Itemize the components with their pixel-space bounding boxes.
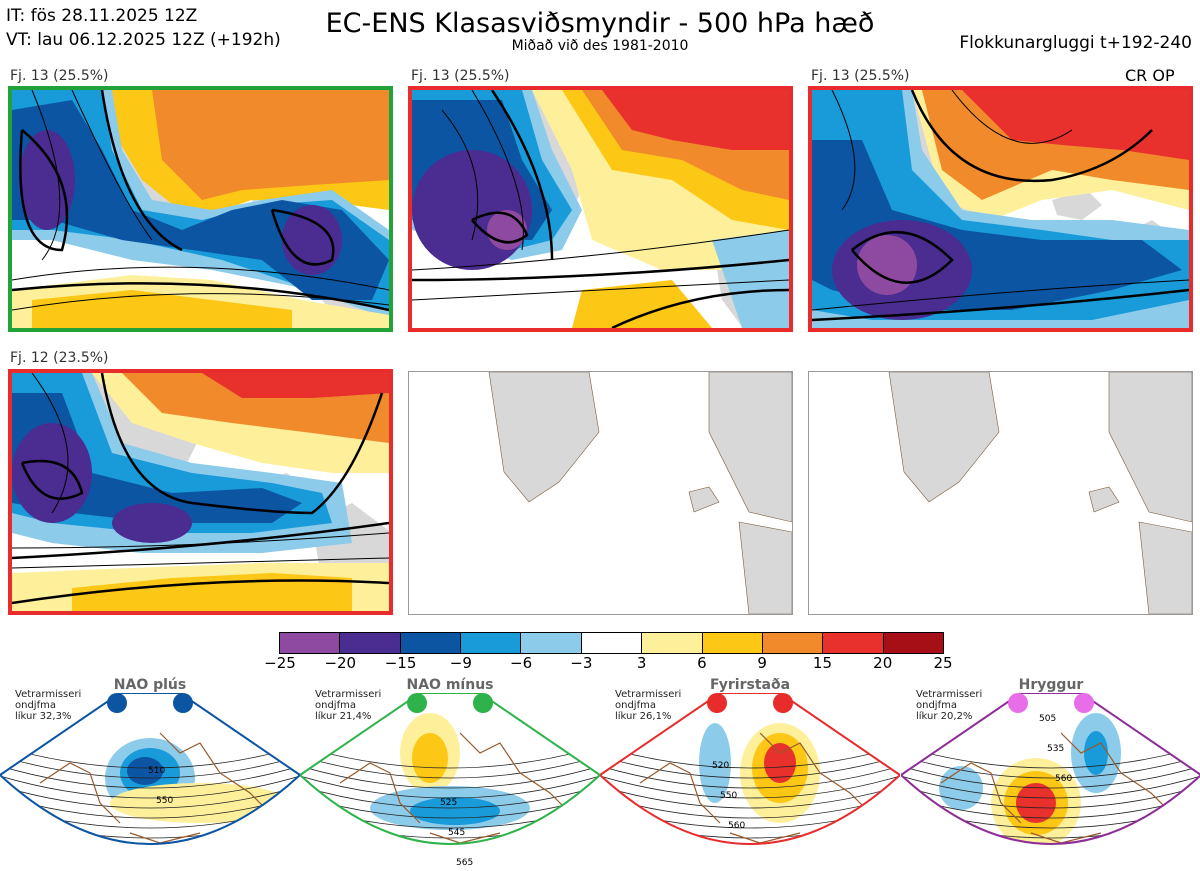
- regime-contour-label: 505: [1039, 714, 1056, 724]
- regime-map: 525 545 565: [300, 693, 600, 868]
- regime-contour-label: 520: [712, 761, 729, 771]
- forecast-map-4: [8, 369, 393, 615]
- regime-note: Vetrarmisseri ondjfma líkur 26,1%: [615, 689, 681, 722]
- colorbar-segment: [461, 633, 522, 653]
- regime-note-line: líkur 26,1%: [615, 711, 672, 722]
- regime-note-line: ondjfma: [15, 700, 56, 711]
- regime-dot-icon: [173, 693, 193, 713]
- colorbar-segment: [400, 633, 462, 653]
- regime-title: NAO plús: [113, 677, 187, 693]
- colorbar-segment: [521, 633, 582, 653]
- colorbar-segment: [280, 633, 341, 653]
- regime-dot-icon: [1008, 693, 1028, 713]
- regime-note: Vetrarmisseri ondjfma líkur 20,2%: [916, 689, 982, 722]
- forecast-map-empty-2: [808, 371, 1193, 615]
- regime-contour-label: 510: [148, 766, 165, 776]
- regime-dot-icon: [1074, 693, 1094, 713]
- colorbar-tick-label: −25: [264, 654, 296, 672]
- regime-note-line: Vetrarmisseri: [315, 689, 382, 700]
- regime-contour-label: 525: [440, 798, 457, 808]
- panel-label-3: Fj. 13 (25.5%): [811, 68, 910, 84]
- colorbar-tick-label: −15: [384, 654, 417, 672]
- regime-map: 520 550 560: [600, 693, 900, 845]
- colorbar-segment: [702, 633, 763, 653]
- panel-label-2: Fj. 13 (25.5%): [411, 68, 510, 84]
- regime-dot-icon: [473, 693, 493, 713]
- regime-note-line: líkur 20,2%: [916, 711, 973, 722]
- forecast-map-empty-1: [408, 371, 793, 615]
- regime-contour-label: 560: [728, 821, 745, 831]
- regime-note: Vetrarmisseri ondjfma líkur 32,3%: [15, 689, 81, 722]
- page-subtitle: Miðað við des 1981-2010: [511, 38, 689, 54]
- regime-note-line: líkur 32,3%: [15, 711, 72, 722]
- forecast-map-1: [8, 86, 393, 332]
- regime-contour-label: 545: [448, 828, 465, 838]
- colorbar-tick-label: 6: [697, 654, 707, 672]
- regime-dot-icon: [773, 693, 793, 713]
- forecast-map-3: [808, 86, 1193, 332]
- page-title: EC-ENS Klasasviðsmyndir - 500 hPa hæð: [325, 8, 875, 39]
- regime-title: NAO mínus: [406, 677, 494, 693]
- regime-map: 505 535 560: [901, 693, 1200, 845]
- regime-map: 510 550: [0, 693, 300, 845]
- regime-contour-label: 565: [456, 858, 473, 868]
- regime-note-line: Vetrarmisseri: [916, 689, 983, 700]
- colorbar-segment: [883, 633, 943, 653]
- classification-window: Flokkunargluggi t+192-240: [959, 33, 1192, 53]
- colorbar-tick-label: 9: [757, 654, 767, 672]
- colorbar-tick-label: −9: [449, 654, 472, 672]
- regime-dot-icon: [407, 693, 427, 713]
- colorbar-segment: [762, 633, 824, 653]
- regime-note: Vetrarmisseri ondjfma líkur 21,4%: [315, 689, 381, 722]
- regime-note-line: ondjfma: [615, 700, 656, 711]
- valid-time: VT: lau 06.12.2025 12Z (+192h): [6, 30, 281, 50]
- regime-note-line: Vetrarmisseri: [615, 689, 682, 700]
- colorbar-segment: [340, 633, 401, 653]
- colorbar-segment: [581, 633, 643, 653]
- regime-contour-label: 550: [720, 791, 737, 801]
- regime-title: Fyrirstaða: [709, 677, 791, 693]
- colorbar-tick-label: 15: [812, 654, 832, 672]
- panel-label-4: Fj. 12 (23.5%): [10, 350, 109, 366]
- colorbar-tick-label: 25: [933, 654, 953, 672]
- colorbar-tick-label: 3: [636, 654, 647, 672]
- regime-contour-label: 535: [1047, 744, 1064, 754]
- panel-label-1: Fj. 13 (25.5%): [10, 68, 109, 84]
- regime-contour-label: 560: [1055, 774, 1072, 784]
- colorbar-segment: [823, 633, 884, 653]
- regime-dot-icon: [707, 693, 727, 713]
- colorbar-tick-label: −3: [570, 654, 593, 672]
- regime-title: Hryggur: [1018, 677, 1084, 693]
- regime-note-line: líkur 21,4%: [315, 711, 372, 722]
- colorbar-tick-label: −6: [510, 654, 533, 672]
- colorbar-segment: [642, 633, 703, 653]
- cr-op-label: CR OP: [1125, 66, 1175, 85]
- forecast-map-2: [408, 86, 793, 332]
- colorbar: [279, 632, 944, 654]
- regime-note-line: ondjfma: [916, 700, 957, 711]
- regime-note-line: ondjfma: [315, 700, 356, 711]
- colorbar-tick-label: −20: [324, 654, 357, 672]
- regime-note-line: Vetrarmisseri: [15, 689, 82, 700]
- regime-contour-label: 550: [156, 796, 173, 806]
- issue-time: IT: fös 28.11.2025 12Z: [6, 6, 198, 26]
- regime-dot-icon: [107, 693, 127, 713]
- colorbar-tick-label: 20: [873, 654, 893, 672]
